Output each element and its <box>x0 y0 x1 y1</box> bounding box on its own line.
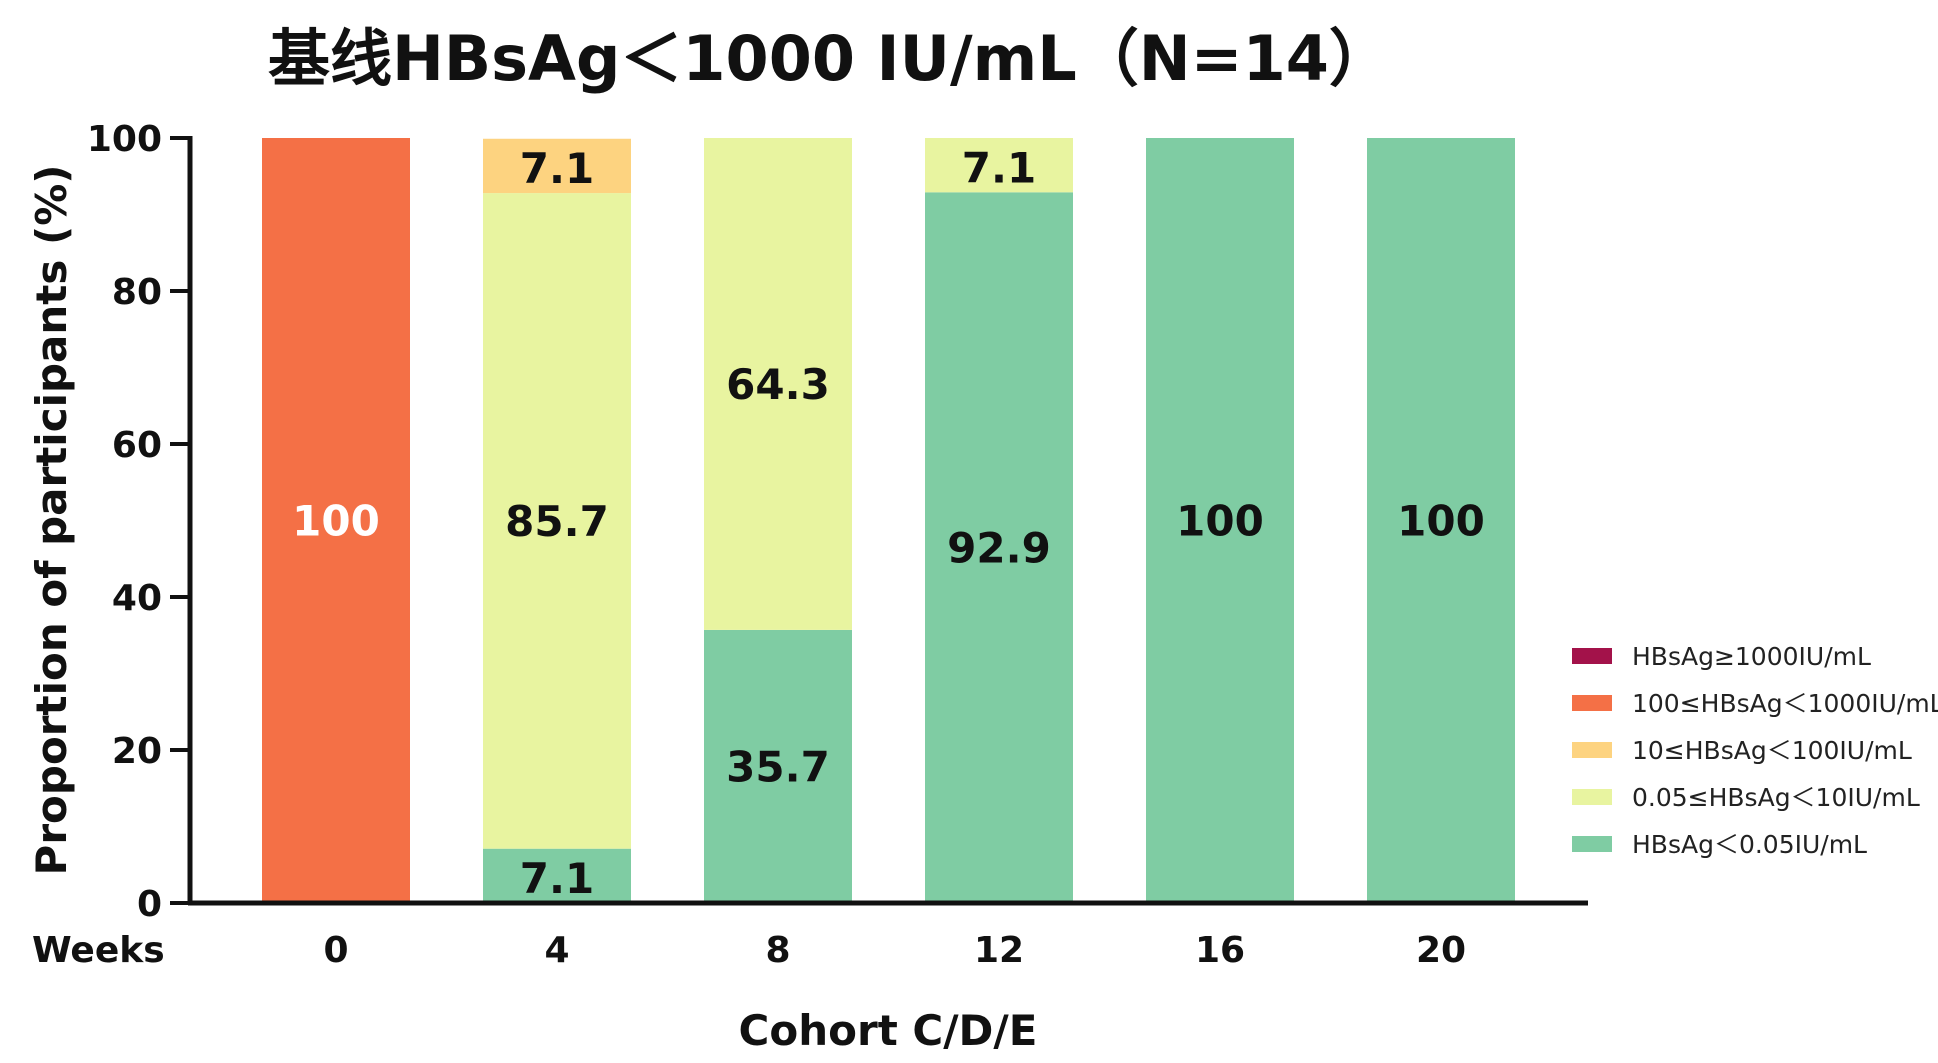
bar-segment <box>1146 138 1294 903</box>
data-label: 92.9 <box>947 524 1051 573</box>
legend-swatch <box>1572 789 1612 805</box>
data-label: 7.1 <box>962 143 1036 192</box>
x-tick-label: 16 <box>1195 930 1245 971</box>
legend-label: 100≤HBsAg＜1000IU/mL <box>1632 689 1938 718</box>
y-tick-label: 60 <box>112 425 162 466</box>
x-tick-label: 20 <box>1416 930 1466 971</box>
y-tick-label: 20 <box>112 731 162 772</box>
x-axis-label: Cohort C/D/E <box>739 1006 1038 1055</box>
legend-swatch <box>1572 648 1612 664</box>
bar-segment <box>704 138 852 630</box>
legend-label: HBsAg≥1000IU/mL <box>1632 642 1871 671</box>
chart-title: 基线HBsAg＜1000 IU/mL（N=14） <box>268 22 1391 95</box>
data-label: 7.1 <box>520 144 594 193</box>
bar-segment <box>262 138 410 903</box>
y-axis-label: Proportion of participants (%) <box>27 165 76 876</box>
y-tick-label: 0 <box>137 884 162 925</box>
x-ticks-layer: 0 4 8 12 16 20 <box>323 930 1466 971</box>
bar-segment <box>704 629 852 903</box>
x-tick-label: 8 <box>765 930 790 971</box>
legend-swatch <box>1572 836 1612 852</box>
data-label: 7.1 <box>520 854 594 903</box>
axes-layer <box>187 136 1588 906</box>
x-tick-label: 12 <box>974 930 1024 971</box>
y-tick-label: 40 <box>112 578 162 619</box>
legend-label: HBsAg＜0.05IU/mL <box>1632 830 1867 859</box>
data-label: 64.3 <box>726 360 830 409</box>
legend-swatch <box>1572 742 1612 758</box>
bar-segment <box>1367 138 1515 903</box>
y-ticks-layer: 0 20 40 60 80 100 <box>87 119 190 925</box>
data-label: 85.7 <box>505 497 609 546</box>
bar-segment <box>483 848 631 903</box>
x-prefix-label: Weeks <box>32 930 165 971</box>
bar-segment <box>925 192 1073 903</box>
data-label: 100 <box>1176 497 1264 546</box>
bar-segment <box>925 138 1073 193</box>
legend-label: 10≤HBsAg＜100IU/mL <box>1632 736 1912 765</box>
bar-segment <box>483 193 631 849</box>
bars-layer: 100 7.1 85.7 7.1 35.7 64.3 92.9 7.1 100 100 <box>262 138 1515 903</box>
x-tick-label: 0 <box>323 930 348 971</box>
legend-label: 0.05≤HBsAg＜10IU/mL <box>1632 783 1920 812</box>
data-label: 100 <box>1397 497 1485 546</box>
data-label: 100 <box>292 497 380 546</box>
data-label: 35.7 <box>726 742 830 791</box>
y-tick-label: 100 <box>87 119 162 160</box>
legend-swatch <box>1572 695 1612 711</box>
bar-segment <box>483 138 631 194</box>
x-tick-label: 4 <box>544 930 569 971</box>
y-tick-label: 80 <box>112 272 162 313</box>
legend: HBsAg≥1000IU/mL 100≤HBsAg＜1000IU/mL 10≤HBs… <box>1572 642 1938 859</box>
